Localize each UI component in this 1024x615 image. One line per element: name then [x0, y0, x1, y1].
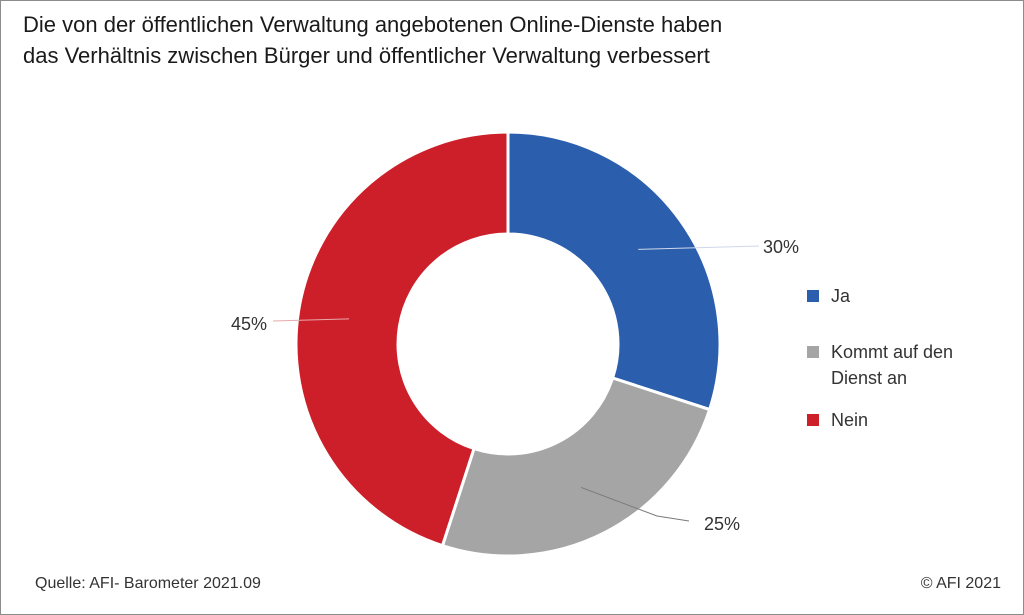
legend-label-nein: Nein: [831, 410, 869, 430]
leader-line-kommt-auf-den-dienst-an: [580, 486, 690, 522]
legend-label-ja: Ja: [831, 286, 851, 306]
data-label-ja: 30%: [763, 237, 799, 257]
data-label-kommt-auf-den-dienst-an: 25%: [704, 514, 740, 534]
source-note: Quelle: AFI- Barometer 2021.09: [35, 575, 261, 592]
legend-swatch-nein: [807, 414, 819, 426]
leader-line-nein: [272, 318, 349, 322]
legend-item-nein: Nein: [807, 407, 1007, 433]
chart-title-line-2: das Verhältnis zwischen Bürger und öffen…: [23, 43, 710, 68]
legend-item-kommt-auf-den-dienst-an: Kommt auf den Dienst an: [807, 339, 1007, 391]
legend-item-ja: Ja: [807, 283, 1007, 309]
chart-title: Die von der öffentlichen Verwaltung ange…: [23, 9, 923, 71]
legend: Ja Kommt auf den Dienst an Nein: [807, 283, 1007, 449]
slice-ja: [506, 130, 722, 412]
chart-title-line-1: Die von der öffentlichen Verwaltung ange…: [23, 12, 723, 37]
slice-nein: [294, 130, 510, 548]
legend-label-kommt-line-2: Dienst an: [831, 368, 908, 388]
legend-swatch-ja: [807, 290, 819, 302]
copyright-note: © AFI 2021: [920, 575, 1001, 592]
data-label-nein: 45%: [231, 314, 267, 334]
leader-line-ja: [638, 245, 760, 250]
legend-swatch-kommt-auf-den-dienst-an: [807, 346, 819, 358]
slice-kommt-auf-den-dienst-an: [440, 376, 712, 558]
legend-label-kommt-line-1: Kommt auf den: [831, 342, 954, 362]
